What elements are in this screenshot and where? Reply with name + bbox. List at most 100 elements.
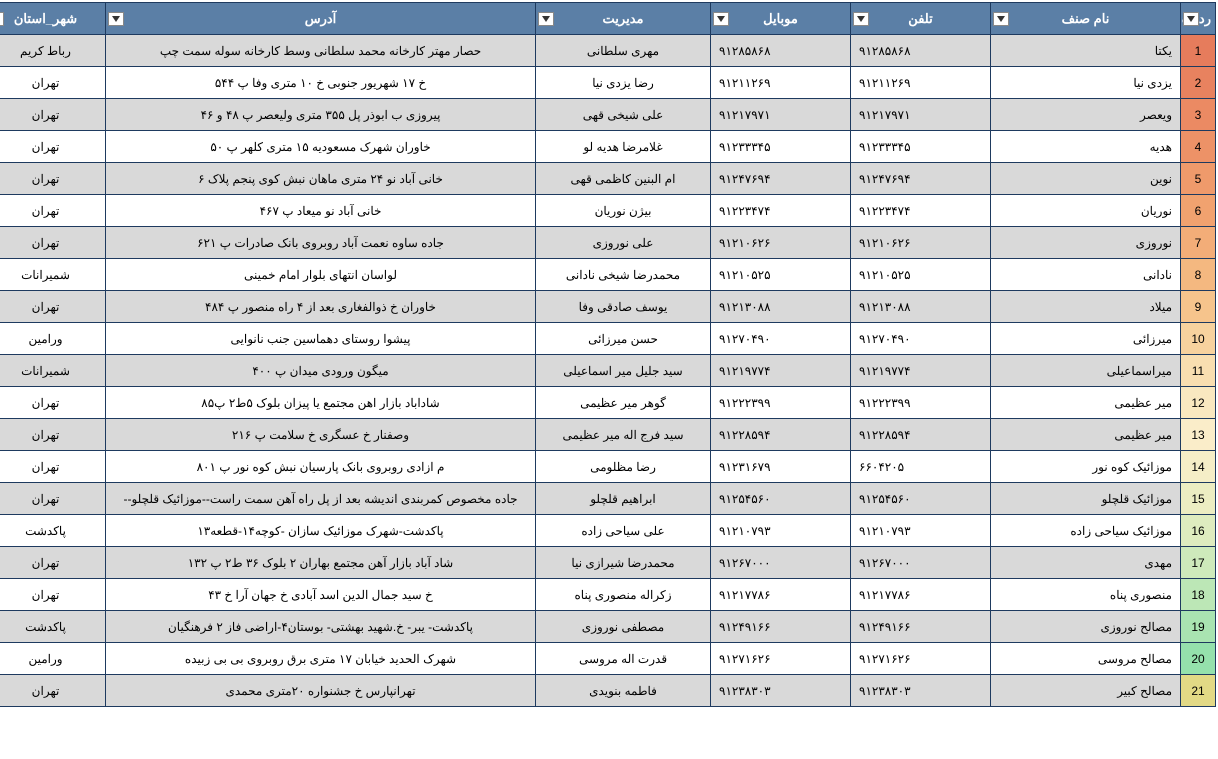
cell-tel: ۶۶۰۴۲۰۵ bbox=[851, 451, 991, 483]
cell-addr: خانی آباد نو میعاد پ ۴۶۷ bbox=[106, 195, 536, 227]
cell-city: شمیرانات bbox=[0, 355, 106, 387]
cell-tel: ۹۱۲۵۴۵۶۰ bbox=[851, 483, 991, 515]
cell-rownum: 18 bbox=[1181, 579, 1216, 611]
cell-addr: پاکدشت- یبر- خ.شهید بهشتی- بوستان۴-اراضی… bbox=[106, 611, 536, 643]
table-row: 11میراسماعیلی۹۱۲۱۹۷۷۴۹۱۲۱۹۷۷۴سید جلیل می… bbox=[0, 355, 1216, 387]
cell-name: نوریان bbox=[991, 195, 1181, 227]
header-name: نام صنف bbox=[991, 3, 1181, 35]
cell-addr: خانی آباد نو ۲۴ متری ماهان نبش کوی پنجم … bbox=[106, 163, 536, 195]
cell-mgr: ابراهیم قلچلو bbox=[536, 483, 711, 515]
cell-addr: وصفنار خ عسگری خ سلامت پ ۲۱۶ bbox=[106, 419, 536, 451]
cell-name: میر عظیمی bbox=[991, 419, 1181, 451]
table-row: 7نوروزی۹۱۲۱۰۶۲۶۹۱۲۱۰۶۲۶علی نوروزیجاده سا… bbox=[0, 227, 1216, 259]
table-body: 1یکتا۹۱۲۸۵۸۶۸۹۱۲۸۵۸۶۸مهری سلطانیحصار مهت… bbox=[0, 35, 1216, 707]
cell-rownum: 6 bbox=[1181, 195, 1216, 227]
cell-mgr: حسن میرزائی bbox=[536, 323, 711, 355]
cell-mob: ۹۱۲۲۲۳۹۹ bbox=[711, 387, 851, 419]
cell-addr: حصار مهتر کارخانه محمد سلطانی وسط کارخان… bbox=[106, 35, 536, 67]
table-row: 12میر عظیمی۹۱۲۲۲۳۹۹۹۱۲۲۲۳۹۹گوهر میر عظیم… bbox=[0, 387, 1216, 419]
cell-city: پاکدشت bbox=[0, 515, 106, 547]
table-row: 20مصالح مروسی۹۱۲۷۱۶۲۶۹۱۲۷۱۶۲۶قدرت اله مر… bbox=[0, 643, 1216, 675]
cell-mob: ۹۱۲۱۹۷۷۴ bbox=[711, 355, 851, 387]
cell-addr: پیشوا روستای دهماسین جنب نانوایی bbox=[106, 323, 536, 355]
cell-tel: ۹۱۲۷۰۴۹۰ bbox=[851, 323, 991, 355]
cell-mgr: علی سیاحی زاده bbox=[536, 515, 711, 547]
cell-mob: ۹۱۲۷۱۶۲۶ bbox=[711, 643, 851, 675]
cell-city: ورامین bbox=[0, 643, 106, 675]
cell-addr: پاکدشت-شهرک موزائیک سازان -کوچه۱۴-قطعه۱۳ bbox=[106, 515, 536, 547]
cell-mgr: یوسف صادقی وفا bbox=[536, 291, 711, 323]
cell-tel: ۹۱۲۱۷۹۷۱ bbox=[851, 99, 991, 131]
cell-name: نوین bbox=[991, 163, 1181, 195]
cell-city: تهران bbox=[0, 67, 106, 99]
table-row: 3ویعصر۹۱۲۱۷۹۷۱۹۱۲۱۷۹۷۱علی شیخی قهیپیروزی… bbox=[0, 99, 1216, 131]
cell-city: تهران bbox=[0, 675, 106, 707]
header-addr: آدرس bbox=[106, 3, 536, 35]
cell-rownum: 13 bbox=[1181, 419, 1216, 451]
table-row: 15موزائیک قلچلو۹۱۲۵۴۵۶۰۹۱۲۵۴۵۶۰ابراهیم ق… bbox=[0, 483, 1216, 515]
table-row: 14موزائیک کوه نور۶۶۰۴۲۰۵۹۱۲۳۱۶۷۹رضا مظلو… bbox=[0, 451, 1216, 483]
filter-tel-btn[interactable] bbox=[853, 12, 869, 26]
cell-rownum: 15 bbox=[1181, 483, 1216, 515]
cell-mgr: قدرت اله مروسی bbox=[536, 643, 711, 675]
cell-mob: ۹۱۲۴۹۱۶۶ bbox=[711, 611, 851, 643]
cell-mgr: سید فرج اله میر عظیمی bbox=[536, 419, 711, 451]
cell-mob: ۹۱۲۱۰۶۲۶ bbox=[711, 227, 851, 259]
cell-mob: ۹۱۲۴۷۶۹۴ bbox=[711, 163, 851, 195]
cell-tel: ۹۱۲۱۰۶۲۶ bbox=[851, 227, 991, 259]
cell-addr: میگون ورودی میدان پ ۴۰۰ bbox=[106, 355, 536, 387]
cell-addr: خاوران شهرک مسعودیه ۱۵ متری کلهر پ ۵۰ bbox=[106, 131, 536, 163]
cell-name: نادانی bbox=[991, 259, 1181, 291]
cell-mgr: رضا یزدی نیا bbox=[536, 67, 711, 99]
table-row: 19مصالح نوروزی۹۱۲۴۹۱۶۶۹۱۲۴۹۱۶۶مصطفی نورو… bbox=[0, 611, 1216, 643]
table-row: 5نوین۹۱۲۴۷۶۹۴۹۱۲۴۷۶۹۴ام البنین کاظمی قهی… bbox=[0, 163, 1216, 195]
filter-mob-btn[interactable] bbox=[713, 12, 729, 26]
cell-mob: ۹۱۲۱۱۲۶۹ bbox=[711, 67, 851, 99]
cell-city: تهران bbox=[0, 547, 106, 579]
cell-city: تهران bbox=[0, 451, 106, 483]
cell-addr: شهرک الحدید خیابان ۱۷ متری برق روبروی بی… bbox=[106, 643, 536, 675]
cell-mob: ۹۱۲۱۷۷۸۶ bbox=[711, 579, 851, 611]
table-row: 9میلاد۹۱۲۱۳۰۸۸۹۱۲۱۳۰۸۸یوسف صادقی وفاخاور… bbox=[0, 291, 1216, 323]
cell-mob: ۹۱۲۲۸۵۹۴ bbox=[711, 419, 851, 451]
cell-tel: ۹۱۲۷۱۶۲۶ bbox=[851, 643, 991, 675]
table-row: 16موزائیک سیاحی زاده۹۱۲۱۰۷۹۳۹۱۲۱۰۷۹۳علی … bbox=[0, 515, 1216, 547]
cell-tel: ۹۱۲۴۹۱۶۶ bbox=[851, 611, 991, 643]
cell-rownum: 9 bbox=[1181, 291, 1216, 323]
cell-mgr: مصطفی نوروزی bbox=[536, 611, 711, 643]
cell-rownum: 2 bbox=[1181, 67, 1216, 99]
table-row: 18منصوری پناه۹۱۲۱۷۷۸۶۹۱۲۱۷۷۸۶زکراله منصو… bbox=[0, 579, 1216, 611]
table-row: 2یزدی نیا۹۱۲۱۱۲۶۹۹۱۲۱۱۲۶۹رضا یزدی نیاخ ۱… bbox=[0, 67, 1216, 99]
filter-row-btn[interactable] bbox=[1183, 12, 1199, 26]
cell-mgr: بیژن نوریان bbox=[536, 195, 711, 227]
header-addr-label: آدرس bbox=[305, 11, 337, 26]
cell-mob: ۹۱۲۳۸۳۰۳ bbox=[711, 675, 851, 707]
cell-city: تهران bbox=[0, 291, 106, 323]
cell-name: موزائیک سیاحی زاده bbox=[991, 515, 1181, 547]
cell-mob: ۹۱۲۵۴۵۶۰ bbox=[711, 483, 851, 515]
cell-name: میراسماعیلی bbox=[991, 355, 1181, 387]
cell-addr: خ سید جمال الدین اسد آبادی خ جهان آرا خ … bbox=[106, 579, 536, 611]
table-row: 6نوریان۹۱۲۲۳۴۷۴۹۱۲۲۳۴۷۴بیژن نوریانخانی آ… bbox=[0, 195, 1216, 227]
cell-tel: ۹۱۲۳۳۳۴۵ bbox=[851, 131, 991, 163]
cell-name: میر عظیمی bbox=[991, 387, 1181, 419]
cell-rownum: 1 bbox=[1181, 35, 1216, 67]
filter-addr-btn[interactable] bbox=[108, 12, 124, 26]
cell-addr: خاوران خ ذوالفغاری بعد از ۴ راه منصور پ … bbox=[106, 291, 536, 323]
cell-mob: ۹۱۲۱۰۵۲۵ bbox=[711, 259, 851, 291]
cell-tel: ۹۱۲۱۱۲۶۹ bbox=[851, 67, 991, 99]
cell-tel: ۹۱۲۲۲۳۹۹ bbox=[851, 387, 991, 419]
cell-mgr: گوهر میر عظیمی bbox=[536, 387, 711, 419]
cell-name: مصالح کبیر bbox=[991, 675, 1181, 707]
header-tel-label: تلفن bbox=[908, 11, 932, 26]
filter-city-btn[interactable] bbox=[0, 12, 4, 26]
table-row: 8نادانی۹۱۲۱۰۵۲۵۹۱۲۱۰۵۲۵محمدرضا شیخی نادا… bbox=[0, 259, 1216, 291]
filter-mgr-btn[interactable] bbox=[538, 12, 554, 26]
cell-rownum: 14 bbox=[1181, 451, 1216, 483]
cell-city: تهران bbox=[0, 387, 106, 419]
cell-rownum: 17 bbox=[1181, 547, 1216, 579]
cell-tel: ۹۱۲۱۰۷۹۳ bbox=[851, 515, 991, 547]
filter-name-btn[interactable] bbox=[993, 12, 1009, 26]
cell-mgr: غلامرضا هدیه لو bbox=[536, 131, 711, 163]
cell-rownum: 4 bbox=[1181, 131, 1216, 163]
